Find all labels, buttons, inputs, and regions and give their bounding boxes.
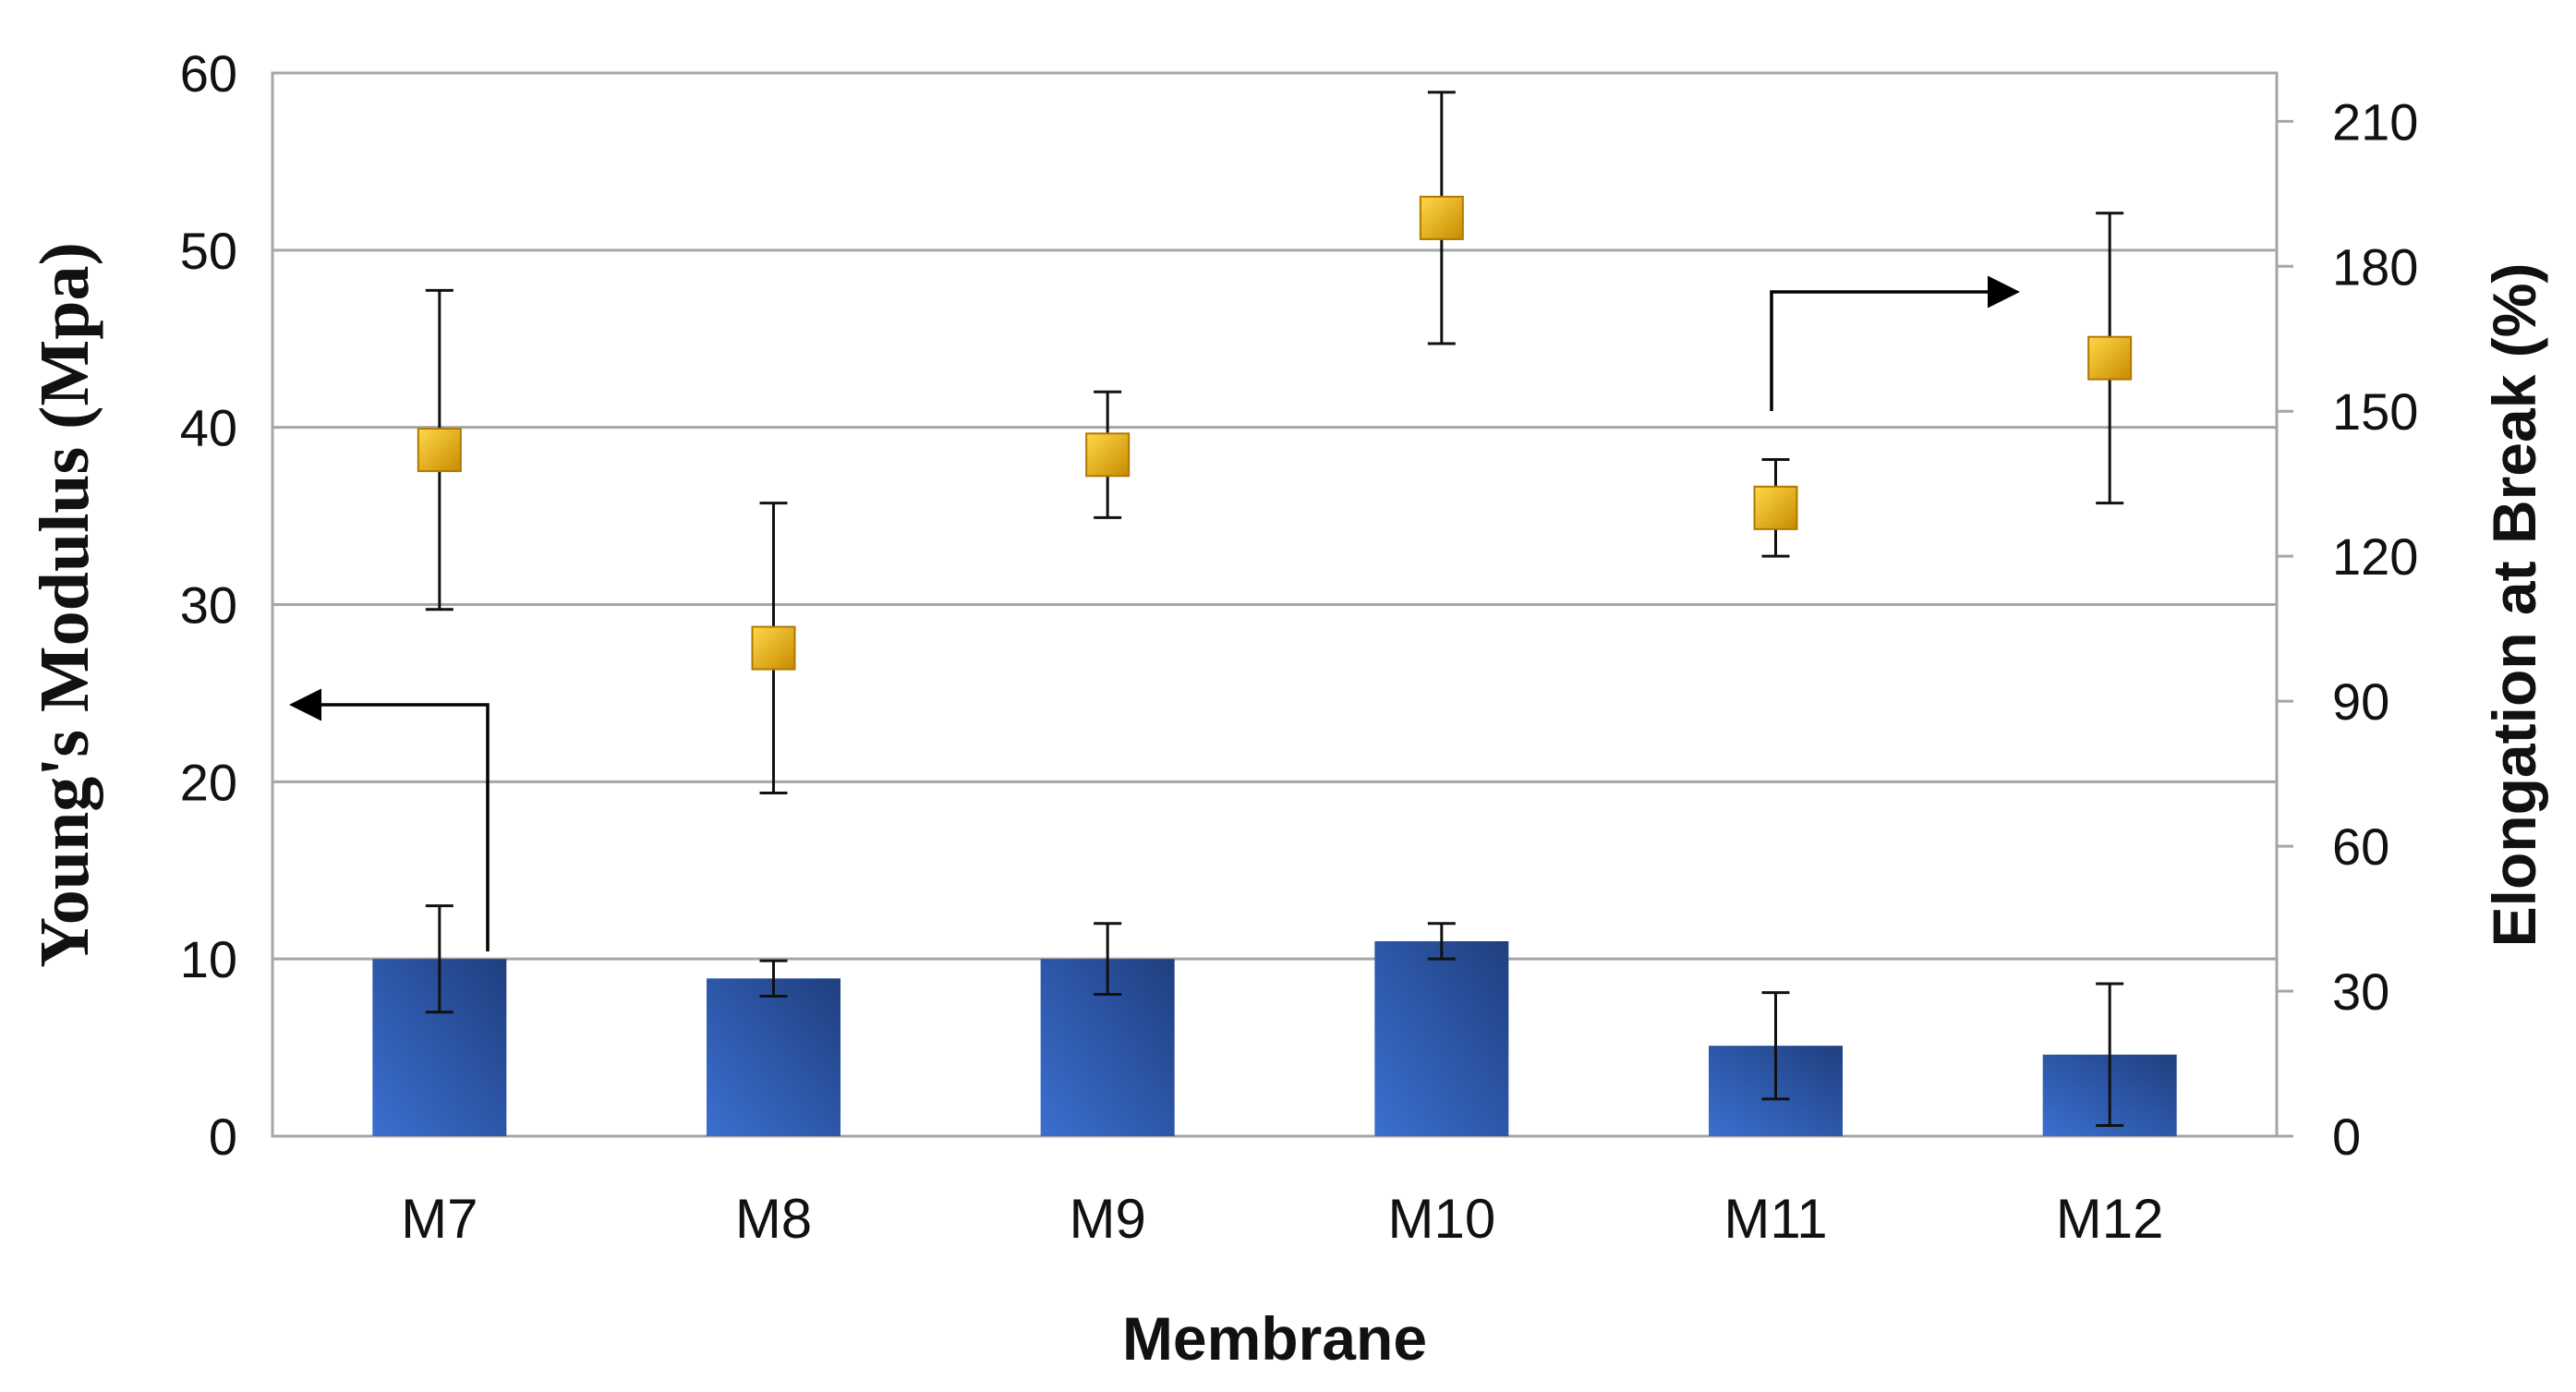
category-label: M11 (1723, 1188, 1827, 1250)
marker-point (1085, 432, 1131, 478)
category-label: M7 (401, 1188, 478, 1250)
bar (1374, 940, 1509, 1136)
right-axis-title: Elongation at Break (%) (2480, 263, 2548, 948)
category-labels: M7 M8 M9 M10 M11 M12 (401, 1188, 2163, 1250)
marker-series (417, 195, 2133, 671)
category-label: M10 (1387, 1188, 1495, 1250)
right-axis-ticks: 0 30 60 90 120 150 180 210 (2277, 92, 2418, 1166)
left-tick-label: 40 (180, 399, 237, 457)
right-tick-label: 120 (2332, 527, 2418, 586)
right-tick-label: 150 (2332, 382, 2418, 441)
bar-error-bars (425, 904, 2124, 1127)
marker-point (417, 428, 462, 473)
right-tick-label: 30 (2332, 962, 2389, 1021)
marker-error-bars (425, 91, 2124, 795)
bar-series (372, 940, 2177, 1136)
right-tick-label: 90 (2332, 672, 2389, 731)
plot-frame (271, 71, 2279, 1138)
annotation-arrows (289, 275, 2020, 951)
x-axis-title: Membrane (1122, 1304, 1427, 1373)
category-label: M9 (1069, 1188, 1145, 1250)
marker-point (1419, 195, 1464, 240)
left-axis-ticks: 0 10 20 30 40 50 60 (180, 44, 237, 1166)
left-tick-label: 30 (180, 576, 237, 635)
left-tick-label: 60 (180, 44, 237, 103)
marker-point (2087, 335, 2133, 381)
bar (707, 978, 841, 1136)
marker-point (1753, 485, 1798, 530)
marker-point (751, 625, 796, 671)
gridlines (272, 71, 2277, 961)
right-tick-label: 0 (2332, 1108, 2361, 1166)
right-tick-label: 60 (2332, 817, 2389, 876)
left-axis-arrow (289, 688, 490, 951)
left-tick-label: 20 (180, 753, 237, 811)
left-tick-label: 10 (180, 930, 237, 988)
right-axis-arrow (1770, 275, 2020, 411)
right-tick-label: 180 (2332, 237, 2418, 296)
category-label: M8 (735, 1188, 812, 1250)
category-label: M12 (2056, 1188, 2164, 1250)
left-tick-label: 50 (180, 222, 237, 280)
right-tick-label: 210 (2332, 92, 2418, 151)
left-tick-label: 0 (209, 1108, 237, 1166)
left-axis-title: Young's Modulus (Mpa) (26, 242, 103, 968)
